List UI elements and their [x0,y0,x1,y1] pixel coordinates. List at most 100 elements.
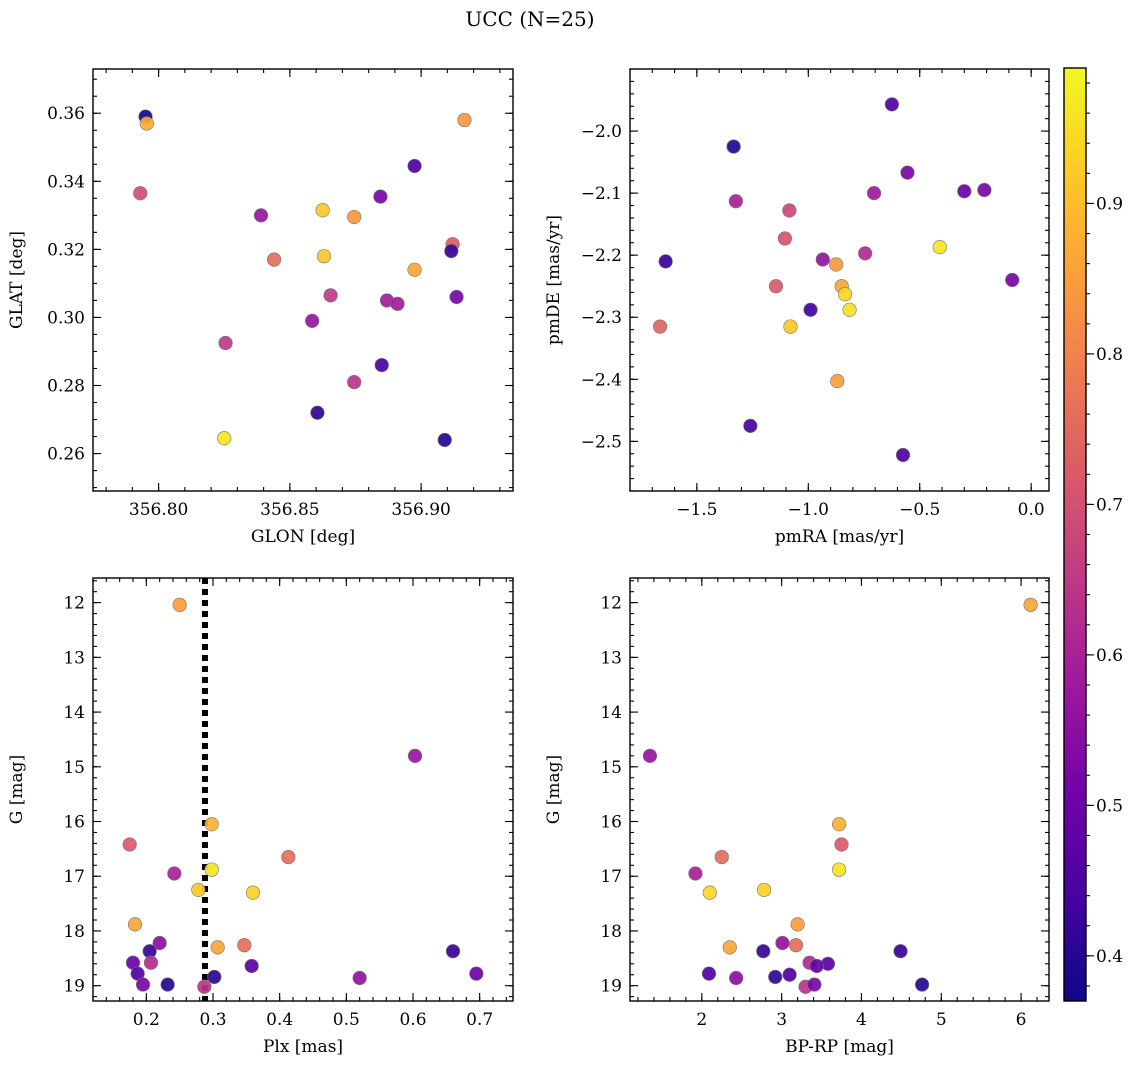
x-axis-label: BP-RP [mag] [785,1037,894,1057]
scatter-point [932,240,947,255]
panel-glon-glat: 356.80 356.85 356.90 0.26 0.28 0.30 0.32 0.34 0.… [7,68,514,547]
y-tick-label: 18 [600,922,622,942]
figure-title: UCC (N=25) [465,7,594,31]
colorbar-tick-label: 0.5 [1096,796,1123,816]
scatter-point [316,249,332,264]
scatter-point [777,231,792,246]
axes-frame [92,577,514,1002]
x-tick-label: 356.85 [260,500,319,520]
colorbar-tick-label: 0.7 [1096,495,1123,515]
scatter-point [688,866,703,881]
y-axis-label: GLAT [deg] [7,231,27,329]
colorbar-tick-label: 0.9 [1096,194,1123,214]
scatter-point [782,967,797,982]
scatter-point [407,748,423,763]
scatter-point [726,139,741,154]
y-tick-label: 17 [600,867,622,887]
scatter-point [790,917,805,932]
scatter-point [160,977,175,992]
y-tick-label: 0.36 [47,104,85,124]
scatter-point [305,313,320,328]
scatter-point [210,940,225,955]
y-tick-label: 15 [600,758,622,778]
colorbar-frame [1063,67,1087,1002]
axes-frame [629,577,1050,1002]
scatter-point [281,849,296,865]
x-tick-label: 3 [776,1010,787,1030]
x-tick-label: 356.90 [391,500,450,520]
scatter-point [197,979,212,994]
scatter-point [390,296,405,311]
scatter-point [807,977,822,992]
scatter-point [217,431,232,446]
scatter-point [1005,272,1020,288]
y-tick-label: −2.5 [581,432,622,452]
scatter-point [127,917,143,932]
scatter-point [830,374,845,389]
scatter-point [133,186,148,201]
scatter-point [267,252,282,267]
colorbar-tick-label: 0.6 [1096,646,1123,666]
scatter-point [347,374,362,390]
y-tick-label: 12 [63,594,85,614]
y-tick-label: 0.30 [47,308,85,328]
scatter-point [803,302,818,317]
x-tick-label: 0.3 [199,1010,226,1030]
x-axis-label: Plx [mas] [263,1037,343,1057]
scatter-point [449,289,464,305]
axes-frame [92,68,514,492]
x-tick-label: −0.5 [899,500,940,520]
x-tick-label: 0.7 [466,1010,493,1030]
axes-frame [629,68,1050,492]
scatter-point [253,208,269,223]
scatter-point [1023,597,1038,612]
scatter-point [782,203,797,218]
scatter-point [407,262,422,277]
colorbar-gradient [1064,68,1086,1001]
scatter-point [809,958,824,974]
y-tick-label: 19 [63,977,85,997]
y-tick-label: 13 [63,648,85,668]
scatter-point [218,335,233,351]
y-tick-label: 16 [600,813,622,833]
x-tick-label: −1.5 [676,500,717,520]
scatter-point [743,418,758,433]
scatter-point [832,862,847,877]
scatter-point [775,935,790,951]
x-tick-label: 4 [856,1010,867,1030]
y-tick-label: −2.2 [581,246,622,266]
y-tick-label: −2.1 [581,184,622,204]
scatter-point [204,862,219,877]
scatter-point [152,935,167,951]
y-tick-label: 12 [600,594,622,614]
scatter-point [445,944,461,959]
y-tick-label: 15 [63,758,85,778]
y-axis-label: G [mag] [7,755,27,824]
y-tick-label: 17 [63,867,85,887]
scatter-point [407,158,422,174]
scatter-point [139,116,154,131]
scatter-point [702,885,717,900]
scatter-point [768,279,784,294]
x-axis-label: pmRA [mas/yr] [775,527,904,547]
y-tick-label: 18 [63,922,85,942]
scatter-point [204,817,219,832]
x-tick-label: 0.6 [399,1010,426,1030]
scatter-point [374,357,389,373]
colorbar: 0.4 0.5 0.6 0.7 0.8 0.9 [1063,67,1123,1002]
scatter-point [895,447,911,463]
scatter-point [191,882,206,898]
scatter-point [444,243,459,259]
scatter-point [315,203,330,218]
x-tick-label: 356.80 [129,500,188,520]
y-axis-label: G [mag] [544,755,564,824]
colorbar-tick-label: 0.4 [1096,947,1123,967]
scatter-point [172,597,187,612]
y-tick-label: −2.3 [581,308,622,328]
scatter-point [352,970,367,986]
y-tick-label: 0.32 [47,240,85,260]
scatter-point [788,938,804,953]
scatter-point [832,817,847,832]
scatter-point [834,837,849,852]
